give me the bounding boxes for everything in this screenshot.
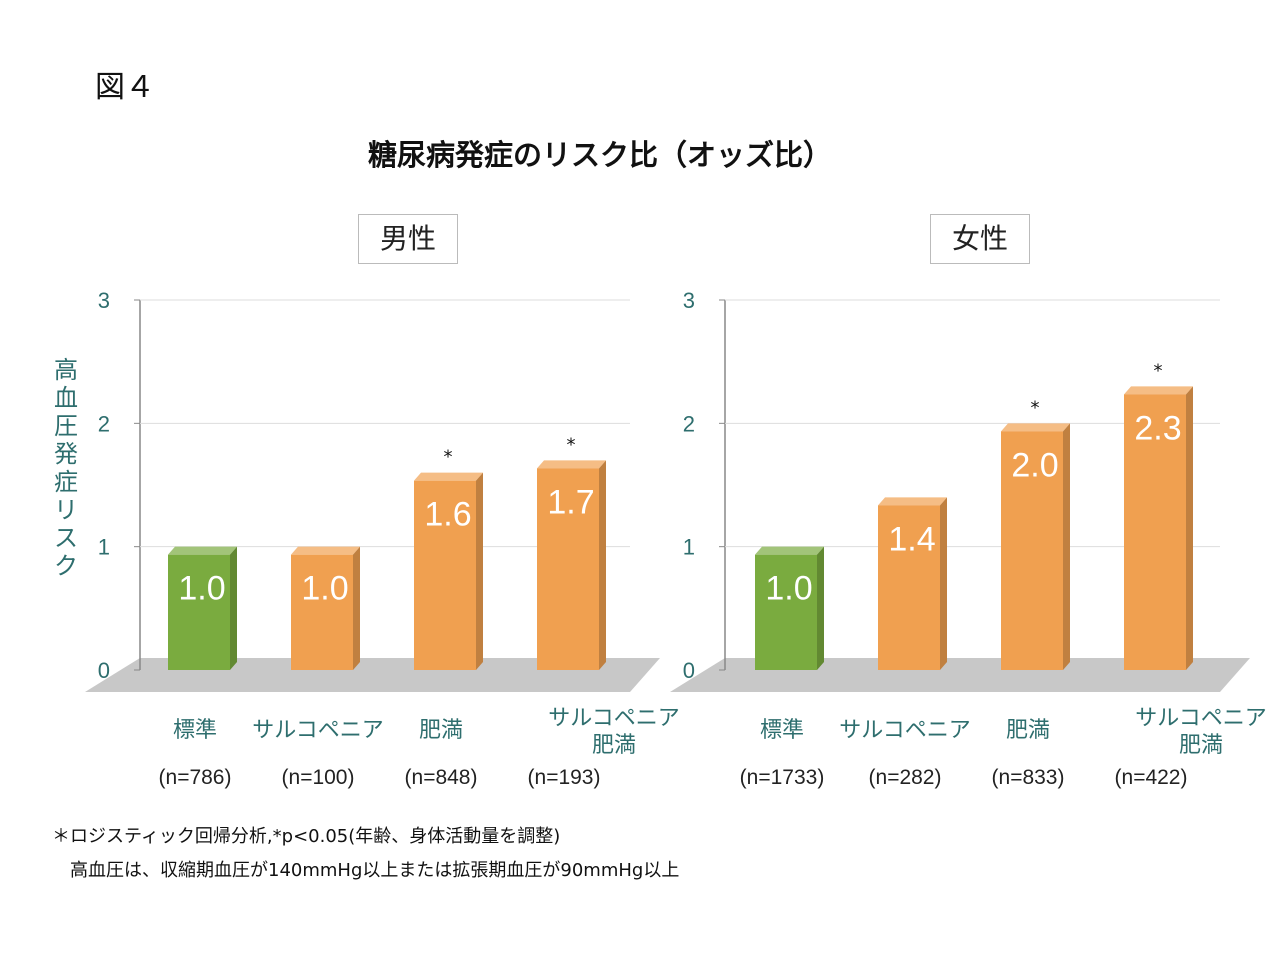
y-axis-label-char: 血 [54,384,78,412]
significance-marker: * [1031,397,1040,418]
bar-top [1001,423,1070,432]
chart-title: 糖尿病発症のリスク比（オッズ比） [367,138,832,172]
bar-top [1124,386,1193,395]
significance-marker: * [1154,360,1163,381]
bar [414,480,476,670]
bar-top [755,546,824,555]
bar [755,554,817,670]
y-axis-label-char: 高 [54,356,78,384]
y-axis-label-char: 発 [54,440,78,468]
significance-marker: * [567,434,576,455]
figure-label: 図４ [95,70,155,105]
y-axis-label-char: ク [54,552,78,580]
y-tick-label: 0 [683,658,695,683]
y-tick-label: 3 [98,288,110,313]
y-tick-label: 3 [683,288,695,313]
bar-top [168,546,237,555]
y-tick-label: 2 [98,411,110,436]
n-label: (n=422) [1115,766,1188,789]
panel-title-female: 女性 [930,214,1030,264]
x-category-label: サルコペニア [548,706,680,731]
n-label: (n=833) [992,766,1065,789]
x-category-label: 標準 [173,718,217,743]
bar-side [476,472,483,670]
bar-value-label: 2.0 [1011,446,1058,484]
bar-value-label: 2.3 [1134,409,1181,447]
x-category-label: 標準 [760,718,804,743]
x-category-label: 肥満 [419,718,463,743]
footnote-1: ＊ロジスティック回帰分析,*p<0.05(年齢、身体活動量を調整) [52,826,561,847]
bar [1124,394,1186,670]
bar-side [230,546,237,670]
y-tick-label: 0 [98,658,110,683]
bar [168,554,230,670]
y-axis-label-char: ス [54,524,78,552]
bar-side [817,546,824,670]
bar [1001,431,1063,670]
x-category-label: サルコペニア [1135,706,1267,731]
n-label: (n=100) [282,766,355,789]
bar-side [940,497,947,670]
n-label: (n=282) [869,766,942,789]
bar [291,554,353,670]
bar-side [599,460,606,670]
n-label: (n=848) [405,766,478,789]
y-axis-label-char: 症 [54,468,78,496]
x-category-label: サルコペニア [252,718,384,743]
y-tick-label: 1 [98,535,110,560]
bar-value-label: 1.4 [888,520,935,558]
footnote-2: 高血圧は、収縮期血圧が140mmHg以上または拡張期血圧が90mmHg以上 [70,860,680,881]
y-tick-label: 1 [683,535,695,560]
significance-marker: * [444,447,453,468]
x-category-label: 肥満 [1006,718,1050,743]
bar-top [291,546,360,555]
n-label: (n=1733) [740,766,825,789]
bar-value-label: 1.0 [765,570,812,608]
bar-top [878,497,947,506]
bar-side [1063,423,1070,670]
bar-top [414,472,483,481]
bar-value-label: 1.0 [301,570,348,608]
x-category-label: 肥満 [592,733,636,758]
bar [878,505,940,670]
bar-value-label: 1.7 [547,483,594,521]
x-category-label: サルコペニア [839,718,971,743]
n-label: (n=786) [159,766,232,789]
bar-top [537,460,606,469]
y-axis-label-char: リ [54,496,78,524]
n-label: (n=193) [528,766,601,789]
bar-value-label: 1.0 [178,570,225,608]
bar-side [353,546,360,670]
bar [537,468,599,670]
bar-side [1186,386,1193,670]
y-axis-label-char: 圧 [54,412,78,440]
x-category-label: 肥満 [1179,733,1223,758]
y-tick-label: 2 [683,411,695,436]
panel-title-male: 男性 [358,214,458,264]
bar-value-label: 1.6 [424,496,471,534]
